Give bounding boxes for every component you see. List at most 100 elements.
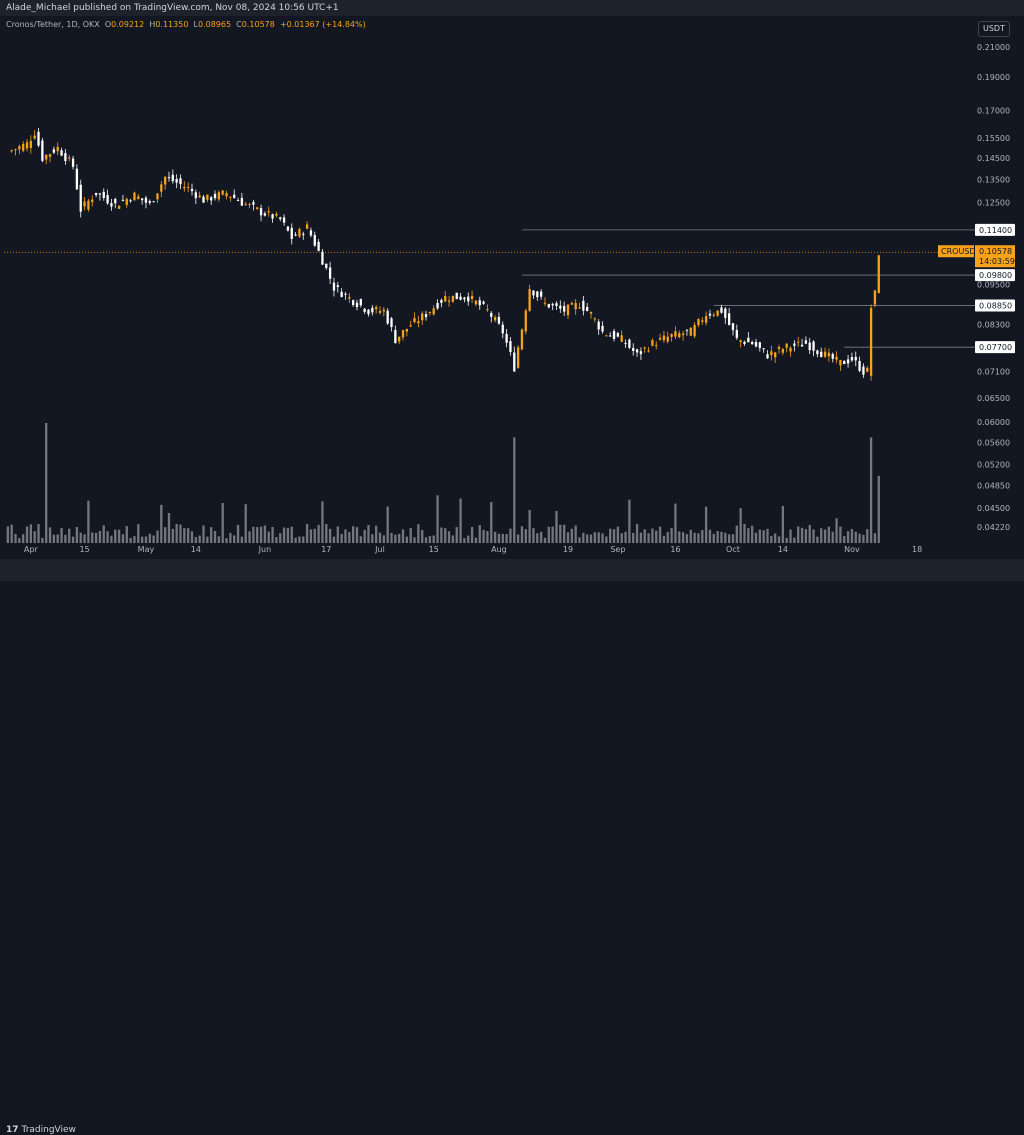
volume-bar (624, 531, 627, 543)
volume-bar (355, 527, 359, 543)
volume-bar (359, 536, 362, 543)
volume-bar (854, 531, 857, 543)
candle-body (351, 300, 355, 305)
volume-bar (206, 536, 209, 543)
y-tick-label: 0.08300 (977, 321, 1010, 330)
candle-body (873, 290, 877, 305)
volume-bar (835, 518, 838, 543)
publish-text: Alade_Michael published on TradingView.c… (6, 3, 339, 13)
candle-body (862, 366, 865, 375)
candle-body (785, 343, 788, 348)
volume-bar (490, 502, 493, 543)
candle-body (747, 337, 750, 343)
price-chart[interactable]: 0.21000 0.19000 0.17000 0.15500 0.14500 0.135… (0, 16, 1024, 559)
volume-bar (532, 528, 535, 543)
volume-bar (727, 534, 731, 543)
candle-body (490, 312, 493, 317)
close-value: 0.10578 (241, 20, 275, 29)
candle-body (839, 360, 842, 366)
volume-bar (298, 536, 301, 543)
volume-bar (509, 528, 512, 543)
x-tick-label: 17 (321, 545, 331, 554)
candle-body (183, 186, 186, 189)
volume-bar (597, 532, 600, 543)
volume-bar (862, 534, 865, 543)
volume-bar (106, 531, 109, 543)
candle-body (52, 149, 56, 153)
candle-body (60, 150, 63, 156)
candle-body (877, 255, 880, 294)
x-tick-label: 15 (79, 545, 89, 554)
volume-bar (160, 504, 163, 543)
candle-body (513, 352, 516, 372)
volume-bar (267, 531, 270, 543)
candle-body (398, 336, 401, 342)
volume-bar (639, 532, 643, 543)
volume-bar (175, 524, 178, 543)
candle-body (793, 343, 796, 346)
volume-bar (202, 525, 205, 543)
candle-body (501, 324, 504, 334)
candle-body (167, 177, 171, 179)
countdown-value: 14:03:59 (979, 257, 1015, 266)
candle-body (298, 229, 301, 237)
volume-bar (313, 528, 316, 543)
candle-body (578, 307, 581, 309)
volume-bar (516, 534, 520, 543)
candle-body (493, 317, 497, 321)
volume-bar (33, 531, 36, 543)
candle-body (528, 288, 531, 311)
currency-button[interactable]: USDT (978, 21, 1010, 37)
y-tick-label: 0.04500 (977, 504, 1010, 513)
candle-body (378, 310, 382, 313)
candle-body (866, 367, 869, 372)
x-tick-label: 15 (429, 545, 439, 554)
candle-body (804, 340, 808, 344)
y-tick-label: 0.04220 (977, 523, 1010, 532)
candle-body (56, 146, 59, 152)
candle-body (210, 197, 213, 201)
candle-body (777, 346, 781, 349)
symbol-title[interactable]: Cronos/Tether, 1D, OKX (6, 20, 100, 29)
candle-body (321, 251, 324, 265)
volume-bar (286, 527, 290, 543)
candle-body (140, 198, 144, 201)
volume-bar (724, 532, 727, 543)
candle-body (121, 199, 125, 201)
volume-bar (87, 500, 90, 543)
volume-bar (409, 527, 412, 543)
key-levels (4, 229, 975, 348)
candle-body (532, 290, 535, 296)
candle-body (114, 199, 117, 204)
candle-body (152, 201, 155, 203)
level-label: 0.09800 (979, 271, 1012, 280)
volume-bar (14, 533, 17, 543)
volume-bar (731, 534, 735, 543)
x-tick-label: Apr (24, 545, 39, 554)
candle-body (708, 313, 712, 316)
volume-bar (187, 528, 190, 543)
candle-body (658, 337, 662, 340)
candle-body (647, 350, 650, 352)
volume-bar (720, 531, 723, 543)
candle-body (83, 201, 86, 207)
tradingview-logo[interactable]: 17 TradingView (6, 1125, 76, 1135)
volume-bar (747, 528, 750, 543)
candle-body (451, 295, 455, 302)
volume-bar (605, 536, 608, 543)
candle-body (751, 341, 754, 345)
volume-bar (820, 528, 823, 543)
candle-body (263, 213, 267, 216)
volume-bar (846, 531, 850, 543)
candle-body (835, 356, 838, 360)
volume-bar (501, 533, 504, 543)
candle-body (605, 335, 608, 337)
candle-body (325, 263, 328, 268)
volume-bars (6, 423, 880, 543)
candle-body (409, 325, 412, 327)
volume-bar (444, 528, 447, 543)
candle-body (41, 140, 44, 161)
volume-bar (22, 534, 25, 543)
candle-body (244, 203, 247, 205)
volume-bar (52, 534, 56, 543)
